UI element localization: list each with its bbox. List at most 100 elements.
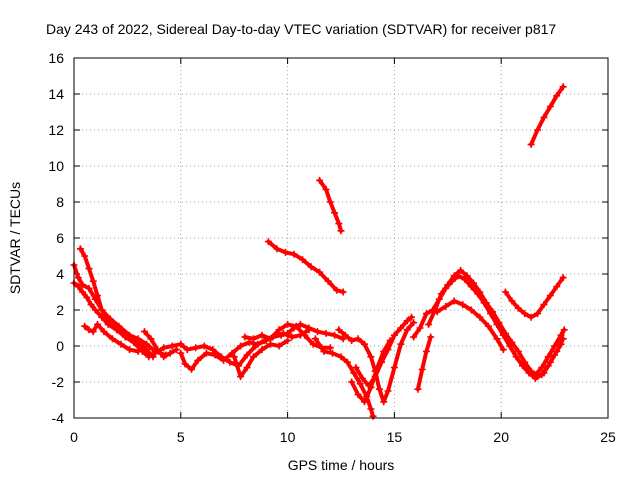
data-point <box>360 398 368 406</box>
data-point <box>241 333 249 341</box>
data-point <box>177 340 185 348</box>
data-point <box>74 283 82 291</box>
data-point <box>85 284 93 292</box>
data-point <box>230 353 238 361</box>
data-point <box>444 281 452 289</box>
data-point <box>422 310 430 318</box>
data-point <box>493 335 501 343</box>
data-point <box>356 380 364 388</box>
data-point <box>93 320 101 328</box>
data-point <box>335 326 343 334</box>
data-point <box>228 349 236 357</box>
series-arc-4-markers <box>81 320 142 355</box>
data-point <box>358 374 366 382</box>
data-point <box>316 268 324 276</box>
data-point <box>245 338 253 346</box>
data-point <box>508 338 516 346</box>
data-point <box>540 301 548 309</box>
data-point <box>341 331 349 339</box>
data-point <box>467 306 475 314</box>
data-point <box>495 319 503 327</box>
data-point <box>322 185 330 193</box>
data-point <box>427 333 435 341</box>
data-point <box>177 349 185 357</box>
data-point <box>220 356 228 364</box>
data-point <box>390 331 398 339</box>
series-arc-15-markers <box>348 337 394 406</box>
data-point <box>521 310 529 318</box>
data-point <box>390 364 398 372</box>
data-point <box>168 342 176 350</box>
data-point <box>296 320 304 328</box>
data-point <box>183 346 191 354</box>
data-point <box>352 364 360 372</box>
data-point <box>375 385 383 393</box>
data-point <box>514 304 522 312</box>
data-point <box>299 256 307 264</box>
data-point <box>367 405 375 413</box>
data-point <box>442 302 450 310</box>
data-point <box>326 198 334 206</box>
data-point <box>93 292 101 300</box>
data-point <box>512 353 520 361</box>
y-axis-label: SDTVAR / TECUs <box>7 182 23 294</box>
series-arc-7-markers <box>177 326 313 373</box>
y-tick-label: 14 <box>48 86 64 102</box>
x-tick-label: 20 <box>493 429 509 445</box>
data-point <box>211 351 219 359</box>
data-point <box>337 353 345 361</box>
data-point <box>305 326 313 334</box>
data-point <box>407 313 415 321</box>
series-arc-22-markers <box>531 326 568 379</box>
x-axis-label: GPS time / hours <box>288 457 395 473</box>
data-point <box>476 288 484 296</box>
y-tick-label: 12 <box>48 122 64 138</box>
x-tick-label: 10 <box>280 429 296 445</box>
y-tick-label: 0 <box>56 338 64 354</box>
data-point <box>450 272 458 280</box>
data-point <box>560 326 568 334</box>
y-tick-label: 10 <box>48 158 64 174</box>
data-point <box>200 342 208 350</box>
y-tick-label: 8 <box>56 194 64 210</box>
data-point <box>369 412 377 420</box>
data-point <box>414 385 422 393</box>
data-point <box>360 340 368 348</box>
data-point <box>457 266 465 274</box>
data-point <box>290 250 298 258</box>
data-point <box>476 313 484 321</box>
data-point <box>173 346 181 354</box>
data-point <box>324 277 332 285</box>
data-point <box>546 358 554 366</box>
data-point <box>527 313 535 321</box>
data-point <box>482 299 490 307</box>
data-point <box>273 245 281 253</box>
series-arc-12 <box>313 336 375 419</box>
data-point <box>331 331 339 339</box>
data-point <box>275 342 283 350</box>
series-arc-21-markers <box>527 83 567 148</box>
data-point <box>335 220 343 228</box>
series-arc-19-markers <box>433 297 507 354</box>
data-point <box>160 344 168 352</box>
data-point <box>531 371 539 379</box>
data-point <box>279 329 287 337</box>
data-point <box>79 281 87 289</box>
data-point <box>83 293 91 301</box>
series-arc-21 <box>529 84 566 147</box>
x-tick-label: 15 <box>387 429 403 445</box>
data-point <box>544 353 552 361</box>
grid-lines <box>74 58 608 418</box>
data-point <box>275 326 283 334</box>
data-point <box>140 328 148 336</box>
data-point <box>416 324 424 332</box>
data-point <box>559 83 567 91</box>
data-point <box>534 310 542 318</box>
data-point <box>557 331 565 339</box>
data-point <box>337 227 345 235</box>
y-tick-label: 16 <box>48 50 64 66</box>
data-point <box>459 301 467 309</box>
series-arc-14 <box>354 315 414 388</box>
data-point <box>386 337 394 345</box>
data-point <box>160 353 168 361</box>
